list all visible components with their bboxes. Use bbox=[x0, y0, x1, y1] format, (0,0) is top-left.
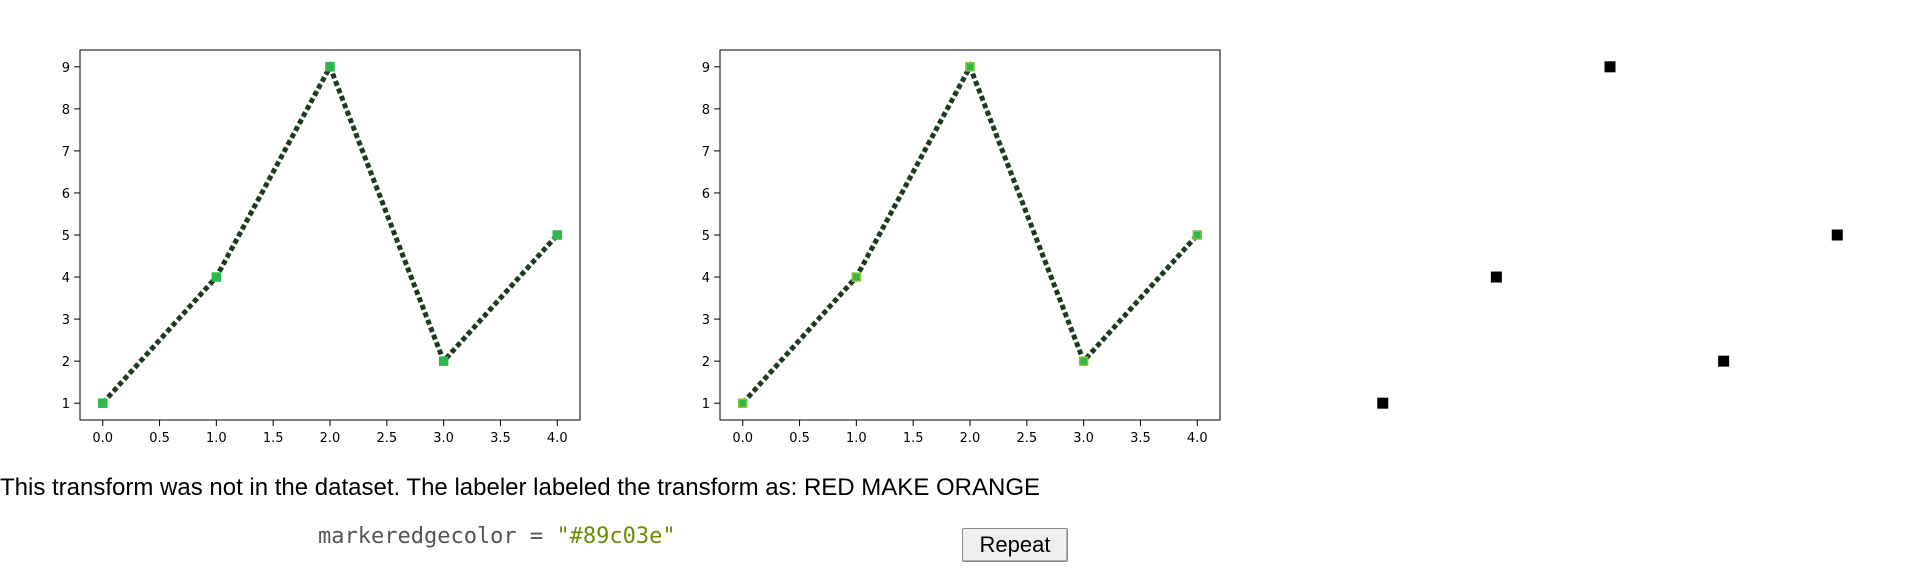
y-tick-label: 8 bbox=[702, 103, 710, 118]
y-tick-label: 6 bbox=[702, 187, 710, 202]
y-tick-label: 7 bbox=[702, 145, 710, 160]
y-tick-label: 6 bbox=[62, 187, 70, 202]
x-tick-label: 0.5 bbox=[789, 431, 810, 446]
y-tick-label: 3 bbox=[62, 313, 70, 328]
series-line bbox=[740, 60, 1200, 405]
transform-message: This transform was not in the dataset. T… bbox=[0, 474, 1041, 501]
x-tick-label: 0.0 bbox=[92, 431, 113, 446]
data-point-marker bbox=[1604, 61, 1616, 73]
y-tick-label: 2 bbox=[702, 355, 710, 370]
data-point-marker bbox=[97, 398, 108, 408]
y-tick-label: 9 bbox=[62, 61, 70, 76]
data-point-marker bbox=[737, 398, 748, 408]
data-point-marker bbox=[438, 356, 449, 366]
data-point-marker bbox=[325, 62, 335, 72]
x-tick-label: 3.5 bbox=[1130, 431, 1151, 446]
x-tick-label: 2.0 bbox=[320, 431, 341, 446]
x-tick-label: 3.0 bbox=[1073, 431, 1094, 446]
chart-original: 0.0 0.5 1.0 1.5 2.0 2.5 3.0 3.5 4.0 1 2 3 4 5 6 7 8 9 bbox=[62, 49, 581, 446]
code-snippet: markeredgecolor = "#89c03e" bbox=[318, 524, 676, 549]
code-key: markeredgecolor bbox=[318, 524, 517, 549]
data-point-marker bbox=[1831, 229, 1843, 241]
x-tick-label: 1.5 bbox=[903, 431, 924, 446]
y-tick-label: 4 bbox=[62, 271, 70, 286]
x-tick-label: 1.5 bbox=[263, 431, 284, 446]
data-point-marker bbox=[851, 272, 862, 282]
y-tick-label: 7 bbox=[62, 145, 70, 160]
x-tick-label: 2.5 bbox=[376, 431, 397, 446]
x-tick-label: 4.0 bbox=[1187, 431, 1208, 446]
y-tick-label: 5 bbox=[702, 229, 710, 244]
x-tick-label: 2.0 bbox=[960, 431, 981, 446]
y-tick-label: 9 bbox=[702, 61, 710, 76]
chart-transformed: 0.0 0.5 1.0 1.5 2.0 2.5 3.0 3.5 4.0 1 2 3 4 5 6 7 8 9 bbox=[702, 49, 1221, 446]
code-value: "#89c03e" bbox=[556, 524, 676, 549]
x-tick-label: 1.0 bbox=[846, 431, 867, 446]
y-tick-label: 4 bbox=[702, 271, 710, 286]
series-line bbox=[100, 60, 560, 405]
y-tick-label: 1 bbox=[62, 397, 70, 412]
data-point-marker bbox=[965, 62, 975, 72]
data-point-marker bbox=[1377, 397, 1389, 409]
x-tick-label: 2.5 bbox=[1016, 431, 1037, 446]
y-tick-label: 3 bbox=[702, 313, 710, 328]
data-point-marker bbox=[1490, 271, 1502, 283]
code-operator: = bbox=[516, 524, 557, 549]
x-tick-label: 0.5 bbox=[149, 431, 170, 446]
chart-markers-only bbox=[1377, 61, 1843, 409]
x-tick-label: 4.0 bbox=[547, 431, 568, 446]
y-tick-label: 1 bbox=[702, 397, 710, 412]
repeat-button[interactable]: Repeat bbox=[962, 528, 1068, 562]
x-tick-label: 3.5 bbox=[490, 431, 511, 446]
data-point-marker bbox=[1718, 355, 1730, 367]
x-tick-label: 0.0 bbox=[732, 431, 753, 446]
x-tick-label: 3.0 bbox=[433, 431, 454, 446]
data-point-marker bbox=[1078, 356, 1089, 366]
data-point-marker bbox=[1192, 230, 1203, 240]
y-tick-label: 5 bbox=[62, 229, 70, 244]
x-tick-label: 1.0 bbox=[206, 431, 227, 446]
y-tick-label: 8 bbox=[62, 103, 70, 118]
axes-frame bbox=[719, 49, 1221, 421]
y-tick-label: 2 bbox=[62, 355, 70, 370]
data-point-marker bbox=[552, 230, 563, 240]
data-point-marker bbox=[211, 272, 222, 282]
axes-frame bbox=[79, 49, 581, 421]
